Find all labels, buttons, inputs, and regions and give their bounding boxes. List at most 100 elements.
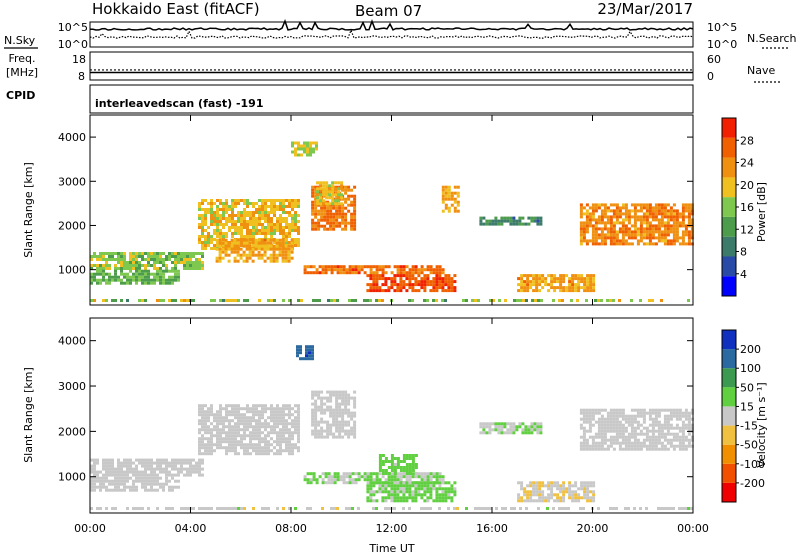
heatmap-cell (585, 444, 589, 448)
heatmap-cell (577, 274, 581, 278)
heatmap-cell (114, 272, 117, 276)
heatmap-cell (580, 280, 584, 284)
heatmap-cell (269, 247, 273, 251)
heatmap-cell (329, 393, 333, 397)
heatmap-cell (260, 244, 264, 248)
heatmap-cell (666, 420, 670, 424)
heatmap-cell (402, 271, 406, 275)
heatmap-cell (350, 227, 354, 231)
heatmap-cell (627, 441, 631, 445)
heatmap-cell (378, 484, 382, 488)
heatmap-cell (651, 435, 655, 439)
heatmap-cell (135, 272, 138, 276)
heatmap-cell (535, 274, 539, 278)
heatmap-cell (174, 267, 177, 270)
heatmap-cell (350, 215, 354, 219)
heatmap-cell (325, 181, 329, 185)
heatmap-cell (252, 217, 255, 220)
heatmap-cell (540, 299, 543, 302)
heatmap-cell (479, 219, 483, 223)
heatmap-cell (408, 478, 412, 482)
heatmap-cell (267, 232, 270, 235)
heatmap-cell (411, 475, 415, 479)
heatmap-cell (234, 431, 237, 435)
heatmap-cell (669, 438, 673, 442)
heatmap-cell (144, 458, 147, 462)
heatmap-cell (320, 399, 324, 403)
heatmap-cell (494, 216, 498, 220)
heatmap-cell (353, 197, 357, 201)
heatmap-cell (592, 499, 596, 503)
heatmap-cell (294, 404, 297, 408)
heatmap-cell (591, 233, 595, 237)
heatmap-cell (102, 485, 105, 489)
heatmap-cell (585, 221, 589, 225)
heatmap-cell (690, 438, 694, 442)
heatmap-cell (648, 212, 652, 216)
heatmap-cell (252, 220, 255, 223)
heatmap-cell (353, 411, 357, 415)
heatmap-cell (311, 209, 315, 213)
heatmap-cell (216, 440, 219, 444)
heatmap-cell (248, 244, 252, 248)
heatmap-cell (329, 414, 333, 418)
heatmap-cell (278, 247, 282, 251)
heatmap-cell (138, 461, 141, 465)
heatmap-cell (99, 485, 102, 489)
heatmap-cell (435, 274, 439, 278)
heatmap-cell (330, 478, 334, 482)
heatmap-cell (527, 425, 531, 429)
heatmap-cell (123, 458, 126, 462)
colorbar-tick-label: 200 (740, 343, 761, 356)
heatmap-cell (636, 230, 640, 234)
heatmap-cell (666, 218, 670, 222)
heatmap-cell (350, 411, 354, 415)
heatmap-cell (417, 280, 421, 284)
heatmap-cell (390, 478, 394, 482)
heatmap-cell (342, 478, 346, 482)
heatmap-cell (153, 275, 156, 279)
heatmap-cell (532, 481, 536, 485)
heatmap-cell (372, 499, 376, 503)
heatmap-cell (156, 278, 159, 282)
heatmap-cell (580, 481, 584, 485)
heatmap-cell (249, 202, 252, 205)
heatmap-cell (180, 470, 183, 474)
heatmap-cell (309, 141, 312, 145)
heatmap-cell (435, 271, 439, 275)
heatmap-cell (153, 267, 156, 270)
heatmap-cell (648, 206, 652, 210)
heatmap-cell (195, 467, 198, 471)
heatmap-cell (335, 414, 339, 418)
heatmap-cell (198, 422, 201, 426)
heatmap-cell (666, 227, 670, 231)
heatmap-cell (535, 277, 539, 281)
heatmap-cell (532, 277, 536, 281)
heatmap-cell (347, 203, 351, 207)
heatmap-cell (420, 496, 424, 500)
heatmap-cell (372, 478, 376, 482)
heatmap-cell (225, 223, 228, 226)
heatmap-cell (338, 393, 342, 397)
heatmap-cell (630, 203, 634, 207)
heatmap-cell (320, 215, 324, 219)
heatmap-cell (231, 211, 234, 214)
heatmap-cell (594, 408, 598, 412)
heatmap-cell (342, 481, 346, 485)
heatmap-cell (261, 407, 264, 411)
heatmap-cell (117, 252, 120, 255)
heatmap-cell (332, 435, 336, 439)
heatmap-cell (429, 289, 433, 293)
heatmap-cell (219, 437, 222, 441)
heatmap-cell (372, 274, 376, 278)
heatmap-cell (99, 278, 102, 282)
heatmap-cell (243, 220, 246, 223)
heatmap-cell (195, 258, 198, 261)
heatmap-cell (438, 274, 442, 278)
heatmap-cell (588, 444, 592, 448)
heatmap-cell (347, 414, 351, 418)
heatmap-cell (296, 351, 299, 355)
heatmap-cell (156, 269, 159, 273)
heatmap-cell (600, 233, 604, 237)
heatmap-cell (316, 196, 320, 200)
